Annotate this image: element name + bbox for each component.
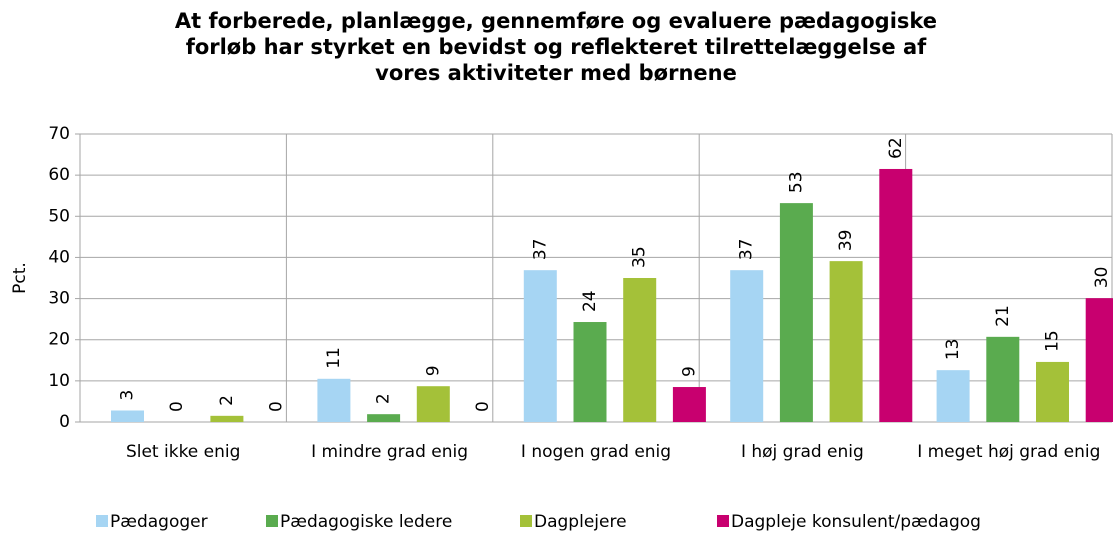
bar (523, 270, 557, 422)
bar (672, 387, 706, 422)
bar (936, 370, 970, 422)
bar (367, 414, 401, 422)
legend-swatch (96, 515, 108, 527)
legend-swatch (266, 515, 278, 527)
y-tick-label: 40 (48, 247, 70, 267)
data-label: 37 (530, 239, 550, 261)
data-label: 35 (630, 246, 650, 268)
legend-label: Pædagogiske ledere (280, 512, 452, 532)
bar (623, 278, 657, 422)
data-label: 11 (324, 347, 344, 369)
data-label: 21 (993, 305, 1013, 327)
bar (730, 270, 764, 422)
data-label: 30 (1092, 267, 1112, 289)
data-label: 0 (473, 401, 493, 412)
y-tick-label: 30 (48, 289, 70, 309)
data-label: 53 (786, 171, 806, 193)
bar (111, 410, 144, 422)
data-label: 39 (836, 229, 856, 251)
y-axis-label: Pct. (10, 262, 30, 294)
bar (573, 322, 607, 422)
data-label: 0 (167, 401, 187, 412)
legend-swatch (717, 515, 729, 527)
x-tick-label: I mindre grad enig (311, 442, 469, 462)
y-tick-label: 0 (59, 412, 70, 432)
bar (986, 336, 1020, 422)
data-label: 37 (737, 239, 757, 261)
bar (210, 415, 244, 422)
x-tick-label: I nogen grad enig (520, 442, 672, 462)
data-label: 13 (943, 339, 963, 361)
bar (1036, 361, 1069, 422)
data-label: 9 (679, 366, 699, 377)
legend-swatch (520, 515, 532, 527)
y-tick-label: 10 (48, 371, 70, 391)
bar (317, 378, 351, 422)
y-tick-label: 60 (48, 165, 70, 185)
data-label: 2 (217, 395, 237, 406)
legend-label: Pædagoger (110, 512, 208, 532)
chart-title: At forberede, planlægge, gennemføre og e… (174, 9, 938, 85)
y-tick-label: 70 (48, 124, 70, 144)
data-label: 3 (118, 390, 138, 401)
data-label: 0 (267, 401, 287, 412)
data-label: 9 (423, 365, 443, 376)
data-label: 2 (374, 393, 394, 404)
data-label: 62 (886, 137, 906, 159)
x-tick-label: I meget høj grad enig (917, 442, 1101, 462)
bar (1085, 298, 1113, 422)
bar (829, 261, 863, 422)
bar (879, 168, 913, 422)
bar (779, 203, 813, 422)
data-label: 24 (580, 290, 600, 312)
y-tick-label: 20 (48, 330, 70, 350)
bar (416, 386, 450, 422)
y-tick-label: 50 (48, 206, 70, 226)
data-label: 15 (1043, 330, 1063, 352)
x-tick-label: Slet ikke enig (125, 442, 241, 462)
legend-label: Dagpleje konsulent/pædagog (731, 512, 981, 532)
x-tick-label: I høj grad enig (740, 442, 864, 462)
legend-label: Dagplejere (534, 512, 627, 532)
